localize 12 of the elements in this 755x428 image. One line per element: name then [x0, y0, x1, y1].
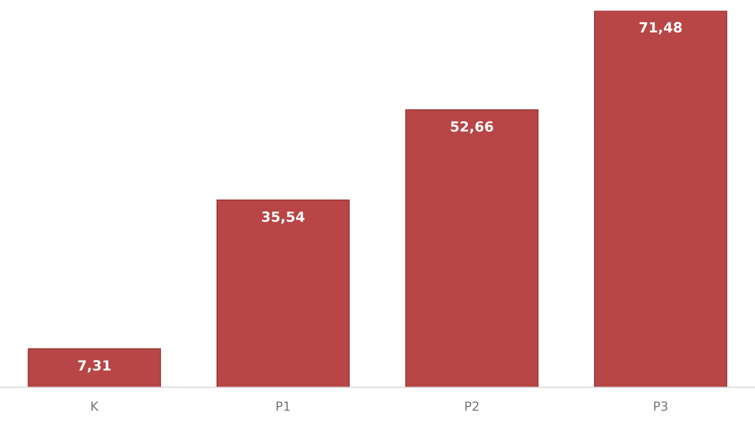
data-label: 35,54 — [262, 211, 304, 224]
data-label: 71,48 — [640, 22, 682, 34]
bar — [28, 348, 161, 388]
bar — [594, 10, 728, 388]
data-label: 7,31 — [78, 360, 111, 372]
x-tick-label: P3 — [654, 401, 668, 411]
x-tick-label: P1 — [276, 402, 290, 411]
x-tick-label: P2 — [465, 401, 478, 411]
data-label: 52,66 — [450, 121, 494, 134]
x-tick-label: K — [92, 402, 99, 411]
bar — [216, 200, 350, 388]
bar — [405, 109, 538, 388]
